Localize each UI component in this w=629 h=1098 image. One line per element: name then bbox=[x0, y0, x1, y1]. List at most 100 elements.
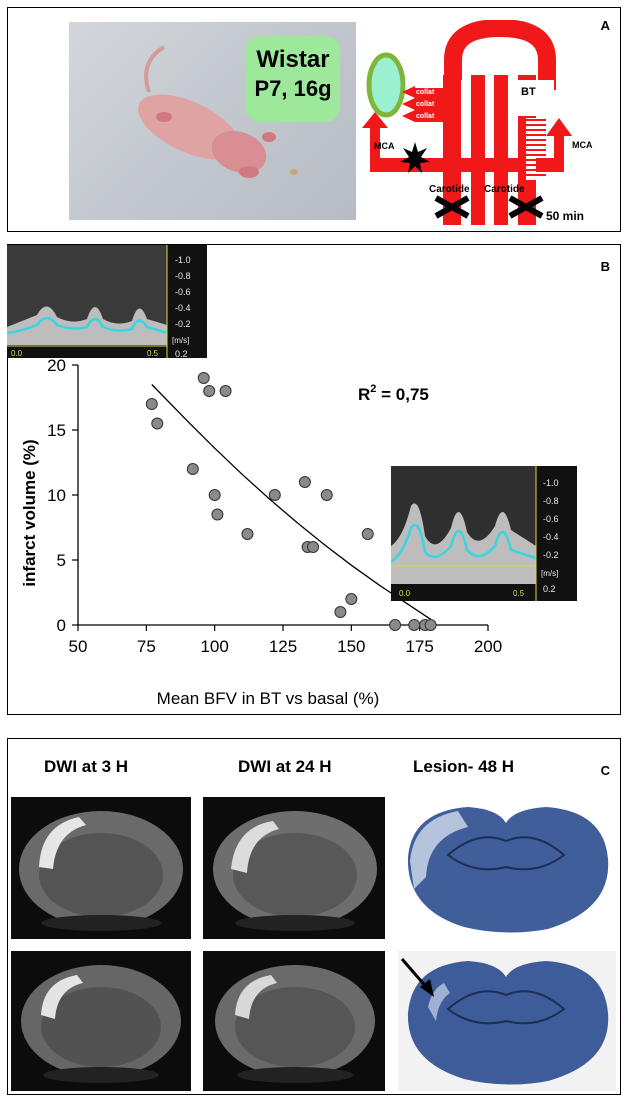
mca-right-label: MCA bbox=[572, 140, 593, 150]
y-tick-label: 0 bbox=[57, 616, 66, 635]
left-mca-vessel bbox=[370, 122, 380, 162]
panel-a: A Wistar P7, 16g bbox=[7, 7, 621, 232]
data-points bbox=[145, 372, 437, 631]
collat-label-3: collat bbox=[416, 113, 435, 120]
strain-label: Wistar bbox=[256, 46, 330, 73]
horizontal-anastomosis bbox=[370, 158, 550, 172]
svg-text:-1.0: -1.0 bbox=[175, 255, 191, 265]
data-point bbox=[408, 619, 421, 631]
y-tick-label: 5 bbox=[57, 551, 66, 570]
x-tick-label: 150 bbox=[337, 637, 365, 656]
collat-arrow-3 bbox=[402, 110, 415, 122]
x-axis-label: Mean BFV in BT vs basal (%) bbox=[157, 689, 380, 708]
data-point bbox=[345, 593, 358, 605]
rat-pup-image bbox=[138, 45, 298, 178]
data-point bbox=[151, 417, 164, 430]
svg-text:-0.4: -0.4 bbox=[175, 303, 191, 313]
bt-label: BT bbox=[521, 86, 536, 98]
mca-left-label: MCA bbox=[374, 141, 395, 151]
dwi-3h-slice-1 bbox=[11, 797, 191, 939]
panel-c: C DWI at 3 H DWI at 24 H Lesion- 48 H bbox=[7, 738, 621, 1095]
strain-badge: Wistar P7, 16g bbox=[246, 36, 340, 122]
svg-text:0.0: 0.0 bbox=[399, 589, 411, 598]
panel-a-label: A bbox=[600, 18, 610, 33]
brain-territory bbox=[366, 52, 406, 118]
dwi-3h-slice-2 bbox=[11, 951, 191, 1091]
svg-text:-0.2: -0.2 bbox=[543, 550, 559, 560]
carotide-left-label: Carotide bbox=[429, 184, 470, 195]
panel-b-label: B bbox=[600, 259, 610, 274]
svg-text:-0.2: -0.2 bbox=[175, 319, 191, 329]
data-point bbox=[219, 385, 232, 397]
x-tick-label: 200 bbox=[474, 637, 502, 656]
data-point bbox=[320, 489, 333, 501]
y-tick-label: 20 bbox=[47, 356, 66, 375]
duration-label: 50 min bbox=[546, 209, 584, 223]
svg-text:-1.0: -1.0 bbox=[543, 478, 559, 488]
dwi-24h-slice-1 bbox=[203, 797, 385, 939]
data-point bbox=[203, 385, 216, 397]
data-point bbox=[298, 476, 311, 488]
x-tick-label: 125 bbox=[269, 637, 297, 656]
dwi-24h-slice-2 bbox=[203, 951, 385, 1091]
y-tick-label: 10 bbox=[47, 486, 66, 505]
chart-axes: 50 75 100 125 150 175 200 0 5 10 15 20 bbox=[47, 356, 502, 656]
data-point bbox=[389, 619, 402, 631]
svg-text:[m/s]: [m/s] bbox=[172, 336, 189, 345]
svg-text:0.2: 0.2 bbox=[543, 584, 556, 594]
doppler-inset-basal: -1.0 -0.8 -0.6 -0.4 -0.2 [m/s] 0.2 0.0 0… bbox=[7, 245, 207, 358]
svg-text:0.2: 0.2 bbox=[175, 349, 188, 358]
data-point bbox=[307, 541, 320, 553]
occlusion-star bbox=[400, 142, 430, 173]
rat-photo: Wistar P7, 16g bbox=[69, 22, 356, 220]
left-mca-arrow bbox=[362, 112, 388, 128]
r2-annotation: R2 = 0,75 bbox=[358, 383, 429, 404]
x-tick-label: 175 bbox=[405, 637, 433, 656]
right-carotid-clamp-icon bbox=[508, 195, 544, 219]
collat-arrow-2 bbox=[402, 98, 415, 110]
aortic-arch bbox=[444, 20, 556, 90]
panel-c-label: C bbox=[600, 763, 610, 778]
svg-text:0.0: 0.0 bbox=[11, 349, 23, 358]
doppler-inset-occlusion: -1.0 -0.8 -0.6 -0.4 -0.2 [m/s] 0.2 0.0 0… bbox=[391, 466, 577, 601]
data-point bbox=[197, 372, 210, 384]
x-tick-label: 50 bbox=[69, 637, 88, 656]
svg-text:0.5: 0.5 bbox=[147, 349, 159, 358]
data-point bbox=[424, 619, 437, 631]
inner-left-vessel bbox=[471, 75, 485, 225]
data-point bbox=[361, 528, 374, 540]
data-point bbox=[334, 606, 347, 618]
data-point bbox=[241, 528, 254, 540]
svg-text:[m/s]: [m/s] bbox=[541, 569, 558, 578]
age-weight-label: P7, 16g bbox=[254, 76, 332, 101]
y-tick-label: 15 bbox=[47, 421, 66, 440]
data-point bbox=[145, 398, 158, 410]
inner-right-vessel bbox=[494, 75, 508, 225]
doppler-envelope bbox=[7, 316, 168, 335]
panel-b: B 50 75 100 125 150 175 200 0 5 10 15 20 infarct vo… bbox=[7, 244, 621, 715]
header-dwi-3h: DWI at 3 H bbox=[44, 757, 129, 776]
x-tick-label: 100 bbox=[200, 637, 228, 656]
collat-arrow-1 bbox=[402, 86, 415, 98]
vascular-diagram: collat collat collat BT MCA MCA bbox=[362, 20, 593, 225]
scatter-plot: 50 75 100 125 150 175 200 0 5 10 15 20 infarct volu… bbox=[20, 356, 502, 708]
header-dwi-24h: DWI at 24 H bbox=[238, 757, 332, 776]
x-tick-label: 75 bbox=[137, 637, 156, 656]
collat-label-1: collat bbox=[416, 89, 435, 96]
left-carotid-clamp-icon bbox=[434, 195, 470, 219]
data-point bbox=[211, 508, 224, 521]
header-lesion-48h: Lesion- 48 H bbox=[413, 757, 515, 776]
lesion-48h-slice-2 bbox=[398, 951, 616, 1091]
collat-feed bbox=[415, 88, 443, 122]
collat-label-2: collat bbox=[416, 101, 435, 108]
svg-text:-0.6: -0.6 bbox=[175, 287, 191, 297]
data-point bbox=[268, 489, 281, 501]
data-point bbox=[208, 489, 221, 501]
data-point bbox=[186, 463, 199, 475]
carotide-right-label: Carotide bbox=[484, 184, 525, 195]
left-carotid-vessel bbox=[443, 75, 461, 225]
svg-text:-0.8: -0.8 bbox=[175, 271, 191, 281]
fit-curve bbox=[151, 384, 434, 622]
y-axis-label: infarct volume (%) bbox=[20, 439, 39, 586]
lesion-arrow-icon bbox=[400, 958, 434, 997]
